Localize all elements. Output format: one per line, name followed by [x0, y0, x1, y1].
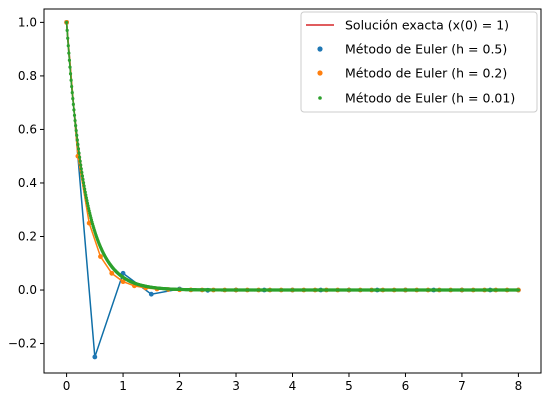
- legend-exact-label: Solución exacta (x(0) = 1): [345, 18, 509, 33]
- x-tick-label: 7: [458, 379, 466, 393]
- euler-h001-point: [74, 124, 78, 128]
- euler-h001-point: [74, 128, 78, 133]
- euler-h001-point: [84, 193, 88, 197]
- y-tick-label: 0.8: [18, 69, 37, 83]
- y-tick-label: −0.2: [8, 337, 37, 351]
- euler-h02-point: [120, 279, 126, 285]
- legend: Solución exacta (x(0) = 1) Método de Eul…: [300, 11, 538, 113]
- legend-euler-h001-marker: [318, 96, 322, 100]
- euler-h001-point: [76, 142, 80, 147]
- x-tick-label: 8: [515, 379, 523, 393]
- euler-h001-point: [87, 206, 91, 211]
- euler-h001-point: [70, 84, 74, 89]
- euler-h001-point: [83, 190, 87, 194]
- euler-h001-point: [86, 204, 90, 208]
- euler-h001-point: [84, 196, 88, 200]
- y-tick-label: 1.0: [18, 15, 37, 29]
- euler-h001-point: [85, 201, 90, 205]
- y-tick-label: 0.2: [18, 230, 37, 244]
- euler-h001-point: [85, 199, 89, 203]
- legend-box: [300, 11, 538, 113]
- legend-euler-h02-marker: [317, 70, 323, 76]
- euler-h001-point: [68, 72, 73, 76]
- y-tick-label: 0.6: [18, 122, 37, 136]
- plot-area: [64, 19, 521, 360]
- euler-h001-point: [78, 159, 82, 163]
- x-tick-label: 5: [345, 379, 353, 393]
- euler-h001-point: [516, 288, 521, 292]
- euler-h001-point: [72, 108, 76, 112]
- x-tick-label: 0: [63, 379, 71, 393]
- euler-h001-point: [66, 36, 70, 40]
- euler-h001-point: [77, 155, 82, 159]
- legend-euler-h001-label: Método de Euler (h = 0.01): [345, 91, 515, 106]
- euler-h001-point: [64, 20, 69, 24]
- euler-h001-point: [69, 78, 73, 82]
- euler-h001-point: [82, 184, 86, 188]
- x-tick-label: 4: [289, 379, 297, 393]
- euler-h001-point: [83, 187, 87, 191]
- euler-h001-point: [73, 118, 77, 123]
- euler-h02-point: [86, 220, 92, 226]
- euler-h05-point: [92, 354, 98, 360]
- euler-h001-point: [66, 44, 70, 48]
- x-tick-label: 2: [176, 379, 184, 393]
- euler-h001-point: [76, 147, 81, 151]
- euler-h001-point: [79, 167, 83, 171]
- x-tick-label: 1: [119, 379, 127, 393]
- euler-h001-point: [68, 65, 72, 69]
- euler-h001-point: [80, 170, 84, 175]
- euler-h001-point: [71, 102, 75, 106]
- euler-h001-point: [67, 58, 72, 62]
- euler-h001-point: [77, 151, 81, 155]
- euler-h02-point: [98, 254, 103, 259]
- euler-h02-point: [109, 270, 115, 276]
- euler-h001-point: [81, 177, 85, 181]
- euler-h001-point: [75, 138, 79, 142]
- y-axis: −0.2 0.0 0.2 0.4 0.6 0.8 1.0: [8, 15, 44, 351]
- x-tick-label: 3: [232, 379, 240, 393]
- euler-h001-point: [65, 28, 69, 33]
- euler-h001-point: [81, 181, 86, 185]
- x-axis: 0 1 2 3 4 5 6 7 8: [63, 373, 522, 393]
- euler-h001-point: [72, 113, 77, 117]
- y-tick-label: 0.0: [18, 283, 37, 297]
- euler-h05-point: [148, 291, 154, 297]
- euler-h001-point: [67, 51, 71, 55]
- legend-euler-h05-label: Método de Euler (h = 0.5): [345, 42, 507, 57]
- euler-h001-point: [70, 91, 74, 95]
- legend-euler-h05-marker: [317, 46, 323, 52]
- x-tick-label: 6: [402, 379, 410, 393]
- euler-h001-point: [71, 96, 75, 101]
- y-tick-label: 0.4: [18, 176, 37, 190]
- euler-h001-point: [80, 174, 84, 178]
- euler-h001-point: [75, 133, 79, 137]
- euler-h001-points: [64, 20, 521, 292]
- euler-h001-point: [79, 163, 83, 167]
- legend-euler-h02-label: Método de Euler (h = 0.2): [345, 66, 507, 81]
